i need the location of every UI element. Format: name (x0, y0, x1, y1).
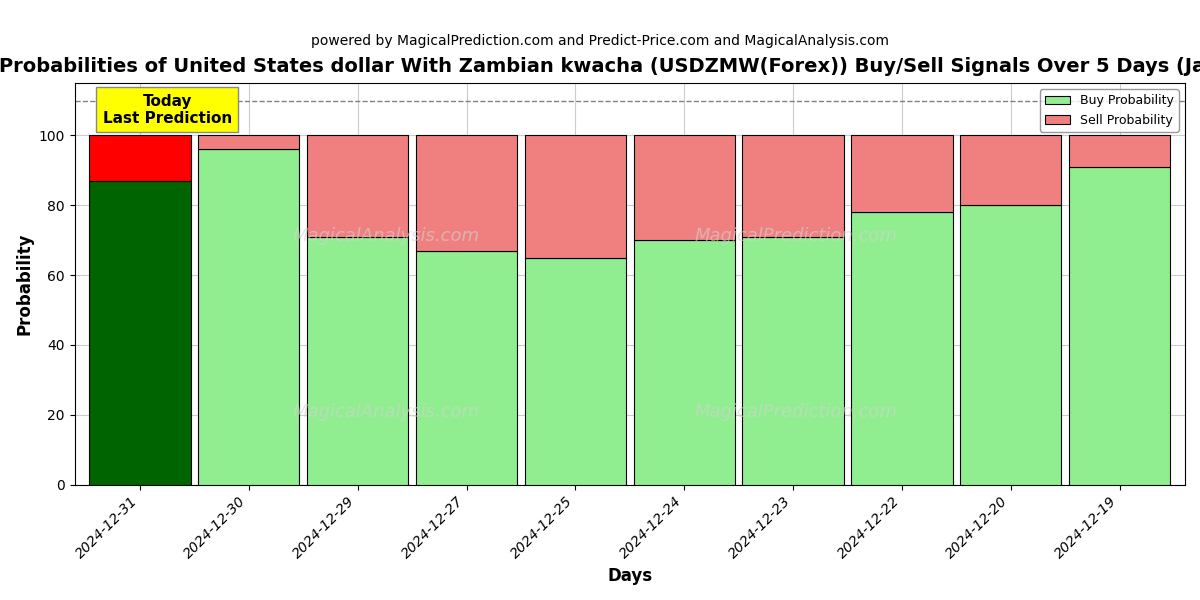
Bar (198, 149, 300, 485)
Bar (416, 136, 517, 251)
Bar (960, 205, 1062, 485)
Bar (1069, 136, 1170, 167)
X-axis label: Days: Days (607, 567, 653, 585)
Bar (307, 237, 408, 485)
Bar (634, 136, 734, 240)
Bar (1069, 167, 1170, 485)
Text: MagicalAnalysis.com: MagicalAnalysis.com (292, 227, 479, 245)
Title: Probabilities of United States dollar With Zambian kwacha (USDZMW(Forex)) Buy/Se: Probabilities of United States dollar Wi… (0, 57, 1200, 76)
Text: MagicalPrediction.com: MagicalPrediction.com (695, 403, 898, 421)
Bar (198, 136, 300, 149)
Legend: Buy Probability, Sell Probability: Buy Probability, Sell Probability (1040, 89, 1178, 131)
Bar (851, 136, 953, 212)
Bar (89, 181, 191, 485)
Bar (634, 240, 734, 485)
Bar (960, 136, 1062, 205)
Bar (524, 136, 626, 257)
Bar (416, 251, 517, 485)
Text: powered by MagicalPrediction.com and Predict-Price.com and MagicalAnalysis.com: powered by MagicalPrediction.com and Pre… (311, 34, 889, 48)
Bar (743, 136, 844, 237)
Bar (307, 136, 408, 237)
Text: MagicalPrediction.com: MagicalPrediction.com (695, 227, 898, 245)
Bar (89, 136, 191, 181)
Text: MagicalAnalysis.com: MagicalAnalysis.com (292, 403, 479, 421)
Y-axis label: Probability: Probability (16, 233, 34, 335)
Text: Today
Last Prediction: Today Last Prediction (102, 94, 232, 126)
Bar (851, 212, 953, 485)
Bar (743, 237, 844, 485)
Bar (524, 257, 626, 485)
